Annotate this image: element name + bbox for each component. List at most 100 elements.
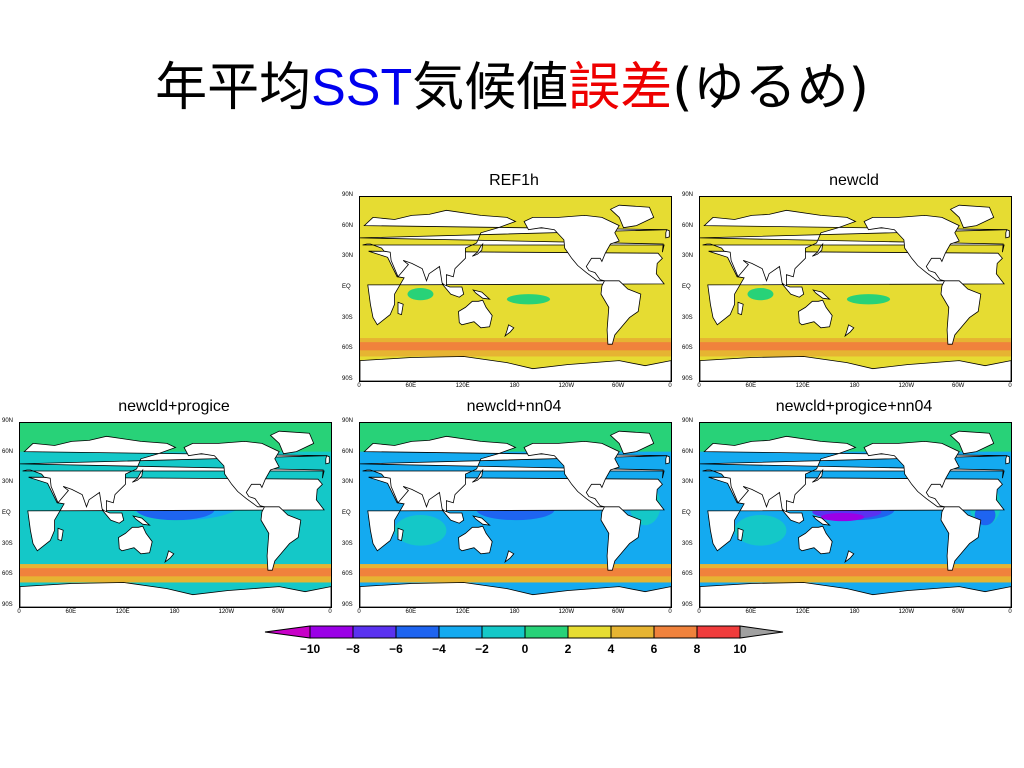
land-mass bbox=[472, 515, 491, 526]
south-pacific-cool-blob bbox=[506, 294, 551, 305]
lon-tick-label: 60W bbox=[951, 383, 965, 389]
lon-tick-label: 0 bbox=[357, 383, 361, 389]
southern-ocean-warm-core bbox=[700, 568, 1011, 577]
lat-tick-label: 30S bbox=[2, 540, 13, 547]
land-mass bbox=[441, 509, 465, 524]
land-mass bbox=[132, 468, 144, 483]
lat-tick-label: 30N bbox=[682, 479, 694, 486]
land-mass bbox=[504, 324, 515, 338]
land-mass bbox=[665, 455, 670, 465]
lon-tick-label: 120E bbox=[115, 609, 130, 615]
colorbar-tick-label: −10 bbox=[299, 642, 321, 656]
panel-title: newcld bbox=[829, 172, 879, 189]
colorbar-tick-label: 8 bbox=[693, 642, 701, 656]
southern-ocean-warm-core bbox=[360, 568, 671, 577]
indian-ocean-cool-blob bbox=[407, 287, 434, 301]
lon-tick-label: 60E bbox=[65, 609, 77, 615]
lat-tick-label: 90S bbox=[682, 376, 693, 382]
land-mass bbox=[269, 430, 315, 455]
land-mass bbox=[949, 430, 995, 455]
land-mass bbox=[798, 525, 833, 555]
land-mass bbox=[600, 280, 642, 345]
land-mass bbox=[940, 506, 982, 571]
colorbar-tick-label: 10 bbox=[733, 642, 747, 656]
lon-tick-label: 60W bbox=[611, 383, 625, 389]
colorbar-segment bbox=[696, 625, 741, 639]
lon-tick-label: 120W bbox=[558, 383, 575, 389]
sst-bias-map bbox=[360, 423, 671, 607]
land-mass bbox=[844, 550, 855, 564]
colorbar-segment bbox=[524, 625, 569, 639]
lon-tick-label: 180 bbox=[849, 383, 860, 389]
land-mass bbox=[798, 299, 833, 329]
southern-ocean-warm-core bbox=[360, 342, 671, 351]
lat-tick-label: 90N bbox=[342, 192, 354, 198]
lon-tick-label: 60E bbox=[745, 609, 757, 615]
land-mass bbox=[118, 525, 153, 555]
land-mass bbox=[940, 280, 982, 345]
colorbar-tick-label: 0 bbox=[521, 642, 529, 656]
land-mass bbox=[397, 301, 404, 316]
lat-tick-label: 60N bbox=[342, 448, 354, 455]
land-mass bbox=[812, 242, 824, 257]
lat-tick-label: EQ bbox=[682, 510, 691, 516]
lon-tick-label: 0 bbox=[1008, 383, 1012, 389]
colorbar-segment bbox=[438, 625, 483, 639]
colorbar bbox=[264, 625, 784, 639]
sst-bias-map bbox=[700, 423, 1011, 607]
colorbar-segment bbox=[309, 625, 354, 639]
lon-tick-label: 180 bbox=[849, 609, 860, 615]
land-mass bbox=[812, 468, 824, 483]
colorbar-tick-label: 2 bbox=[564, 642, 572, 656]
lon-tick-label: 120W bbox=[898, 609, 915, 615]
land-mass bbox=[737, 301, 744, 316]
lon-tick-label: 180 bbox=[169, 609, 180, 615]
land-mass bbox=[523, 214, 620, 282]
land-mass bbox=[360, 356, 671, 381]
indian-ocean-cool-region bbox=[394, 515, 447, 546]
panel-title: newcld+progice+nn04 bbox=[775, 398, 933, 415]
panel-title: newcld+progice bbox=[118, 398, 230, 415]
lon-tick-label: 120E bbox=[455, 383, 470, 389]
land-mass bbox=[325, 455, 330, 465]
panel-title: REF1h bbox=[489, 172, 539, 189]
indian-ocean-cool-blob bbox=[747, 287, 774, 301]
title-part-1: 年平均 bbox=[155, 58, 312, 118]
map-frame bbox=[19, 422, 332, 608]
lon-tick-label: 120E bbox=[455, 609, 470, 615]
lat-tick-label: 90S bbox=[2, 602, 13, 608]
lon-tick-label: 0 bbox=[357, 609, 361, 615]
lat-tick-label: 30S bbox=[682, 314, 693, 321]
land-mass bbox=[183, 440, 280, 508]
land-mass bbox=[472, 468, 484, 483]
land-mass bbox=[458, 299, 493, 329]
colorbar-segment bbox=[352, 625, 397, 639]
colorbar-segment bbox=[610, 625, 655, 639]
lon-tick-label: 120E bbox=[795, 609, 810, 615]
lon-tick-label: 60E bbox=[405, 383, 417, 389]
southern-ocean-warm-core bbox=[700, 342, 1011, 351]
title-part-3: 気候値 bbox=[412, 58, 569, 118]
colorbar-segment bbox=[481, 625, 526, 639]
lat-tick-label: 90N bbox=[682, 418, 694, 424]
lat-tick-label: 30N bbox=[342, 253, 354, 260]
southern-ocean-warm-core bbox=[20, 568, 331, 577]
lon-tick-label: 120W bbox=[558, 609, 575, 615]
colorbar-tick-label: 6 bbox=[650, 642, 658, 656]
lon-tick-label: 180 bbox=[509, 383, 520, 389]
lon-tick-label: 0 bbox=[17, 609, 21, 615]
land-mass bbox=[665, 229, 670, 239]
colorbar-segment bbox=[567, 625, 612, 639]
land-mass bbox=[260, 506, 302, 571]
lat-tick-label: 30S bbox=[342, 314, 353, 321]
colorbar-segment bbox=[653, 625, 698, 639]
land-mass bbox=[441, 283, 465, 298]
map-frame bbox=[699, 422, 1012, 608]
title-part-5: (ゆるめ) bbox=[672, 58, 869, 118]
colorbar-tick-label: −6 bbox=[389, 642, 403, 656]
pacific-extreme-cold bbox=[820, 512, 865, 522]
land-mass bbox=[600, 506, 642, 571]
lat-tick-label: 60S bbox=[682, 571, 693, 578]
land-mass bbox=[949, 204, 995, 229]
title-part-error: 誤差 bbox=[568, 58, 673, 118]
